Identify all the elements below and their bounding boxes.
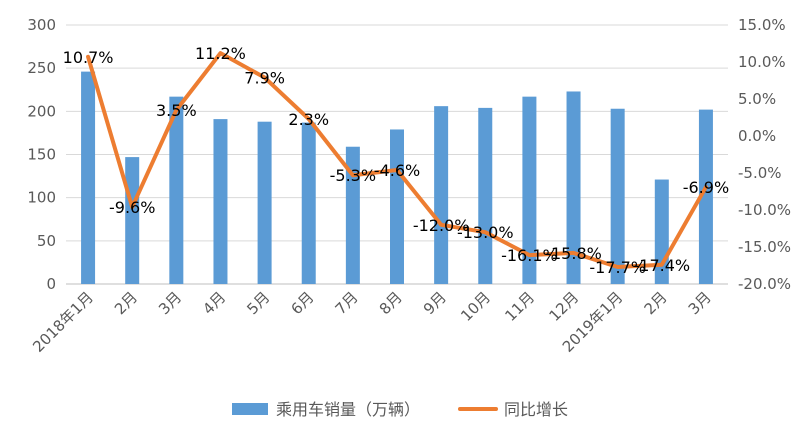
- data-labels: 10.7% -9.6% 3.5% 11.2% 7.9% 2.3% -5.3%-4.6% -12…: [63, 44, 729, 277]
- left-axis: 0 50 100 150 200 250 300: [27, 16, 56, 293]
- x-axis-tick-label: 12月: [546, 288, 583, 325]
- right-axis-tick-label: 15.0%: [738, 16, 786, 34]
- bar: [213, 119, 228, 284]
- line-data-label: -13.0%: [457, 223, 514, 242]
- left-axis-tick-label: 150: [27, 146, 56, 164]
- line-data-label: -5.3%: [330, 166, 376, 185]
- line-data-label: -15.8%: [545, 244, 602, 263]
- x-axis-tick-label: 3月: [155, 288, 185, 318]
- right-axis-tick-label: -20.0%: [738, 275, 791, 293]
- x-axis-tick-label: 6月: [287, 288, 317, 318]
- bar: [522, 96, 537, 284]
- left-axis-tick-label: 300: [27, 16, 56, 34]
- legend-label-bar: 乘用车销量（万辆）: [276, 400, 420, 419]
- line-point: [395, 168, 399, 172]
- left-axis-tick-label: 250: [27, 59, 56, 77]
- bar: [301, 122, 316, 284]
- right-axis-tick-label: -10.0%: [738, 201, 791, 219]
- x-axis-tick-label: 8月: [376, 288, 406, 318]
- line-point: [660, 263, 664, 267]
- line-point: [439, 223, 443, 227]
- bar-series: [81, 71, 713, 285]
- x-axis-tick-label: 11月: [501, 288, 538, 325]
- bar: [390, 129, 404, 284]
- bar: [169, 96, 184, 284]
- line-point: [483, 230, 487, 234]
- bar: [566, 91, 581, 284]
- legend: 乘用车销量（万辆） 同比增长: [232, 400, 568, 419]
- line-data-label: -4.6%: [374, 161, 420, 180]
- line-point: [218, 51, 222, 55]
- x-axis-tick-label: 5月: [243, 288, 273, 318]
- line-point: [130, 205, 134, 209]
- x-axis-tick-label: 4月: [199, 288, 229, 318]
- x-axis-tick-label: 3月: [685, 288, 715, 318]
- x-axis-tick-label: 2月: [111, 288, 141, 318]
- line-point: [704, 185, 708, 189]
- line-point: [86, 55, 90, 59]
- right-axis-tick-label: 0.0%: [738, 127, 776, 145]
- x-axis-tick-label: 7月: [332, 288, 362, 318]
- right-axis-tick-label: -15.0%: [738, 238, 791, 256]
- line-point: [527, 253, 531, 257]
- left-axis-tick-label: 50: [37, 232, 56, 250]
- line-data-label: 10.7%: [63, 48, 114, 67]
- line-point: [616, 265, 620, 269]
- line-data-label: -17.7%: [589, 258, 646, 277]
- x-axis-tick-label: 2月: [641, 288, 671, 318]
- x-axis-tick-label: 10月: [457, 288, 494, 325]
- line-point: [263, 76, 267, 80]
- line-data-label: -6.9%: [683, 178, 729, 197]
- bar: [81, 71, 96, 285]
- x-axis-tick-label: 2018年1月: [29, 288, 97, 356]
- bar: [257, 121, 272, 285]
- legend-swatch-bar: [232, 403, 268, 415]
- line-data-label: 11.2%: [195, 44, 246, 63]
- line-point: [174, 108, 178, 112]
- left-axis-tick-label: 200: [27, 102, 56, 120]
- left-axis-tick-label: 0: [46, 275, 56, 293]
- line-point: [572, 251, 576, 255]
- right-axis-tick-label: 10.0%: [738, 53, 786, 71]
- line-data-label: -16.1%: [501, 246, 558, 265]
- bar: [434, 106, 449, 284]
- right-axis: -20.0% -15.0% -10.0% -5.0% 0.0% 5.0% 10.0% 15.0…: [738, 16, 791, 293]
- x-axis-tick-label: 9月: [420, 288, 450, 318]
- line-data-label: -12.0%: [413, 216, 470, 235]
- line-data-label: 2.3%: [288, 110, 329, 129]
- bar: [125, 157, 140, 284]
- line-series: [86, 51, 708, 269]
- bar: [345, 146, 360, 284]
- bar: [478, 107, 493, 284]
- line-point: [351, 173, 355, 177]
- left-axis-tick-label: 100: [27, 189, 56, 207]
- legend-label-line: 同比增长: [504, 400, 568, 419]
- line-data-label: -9.6%: [109, 198, 155, 217]
- line-data-label: 7.9%: [244, 69, 285, 88]
- line-point: [307, 117, 311, 121]
- bar: [610, 108, 625, 284]
- line-data-label: -17.4%: [633, 256, 690, 275]
- bar: [698, 109, 713, 285]
- line-data-label: 3.5%: [156, 101, 197, 120]
- right-axis-tick-label: 5.0%: [738, 90, 776, 108]
- right-axis-tick-label: -5.0%: [738, 164, 782, 182]
